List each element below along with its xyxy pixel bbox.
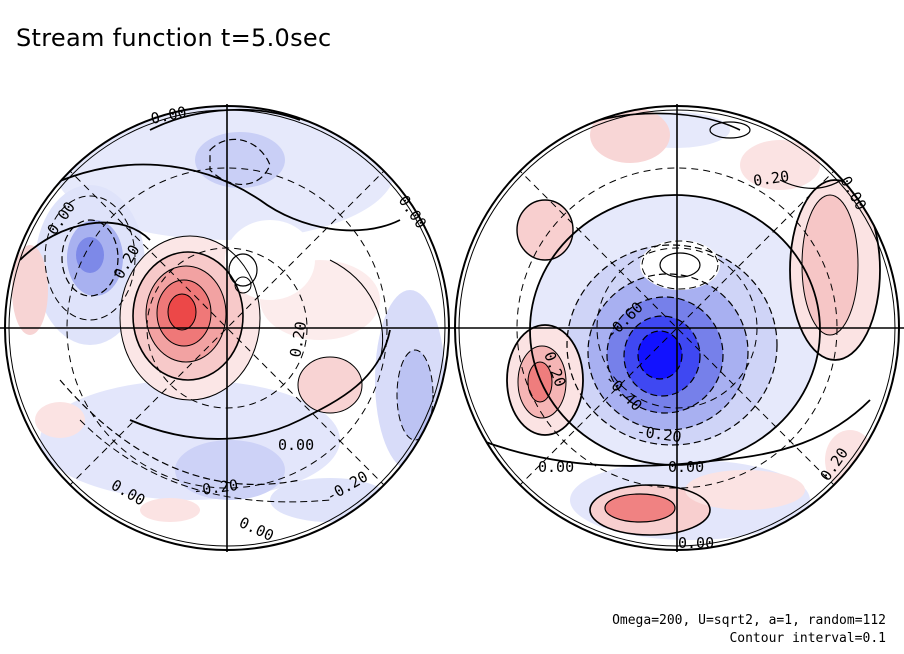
contour-label: 0.00 — [236, 513, 276, 545]
contour-label: 0.00 — [668, 458, 704, 476]
contour-interval-note: Contour interval=0.1 — [729, 631, 886, 646]
contour-label: 0.00 — [278, 436, 314, 454]
run-parameters: Omega=200, U=sqrt2, a=1, random=112 — [612, 613, 886, 628]
axis-lines — [0, 104, 904, 552]
right-positive-fields — [507, 107, 880, 535]
left-positive-fields — [12, 236, 380, 522]
right-contours — [479, 112, 881, 536]
contour-label: 0.00 — [538, 458, 574, 476]
contour-label: 0.20 — [752, 167, 790, 190]
plot-title: Stream function t=5.0sec — [16, 24, 332, 52]
contour-label: 0.00 — [678, 534, 714, 552]
contour-label: 0.20 — [286, 320, 310, 359]
right-hemisphere — [454, 105, 900, 551]
left-hemisphere — [4, 105, 450, 551]
left-contours — [19, 108, 434, 503]
left-negative-fields — [35, 106, 445, 522]
